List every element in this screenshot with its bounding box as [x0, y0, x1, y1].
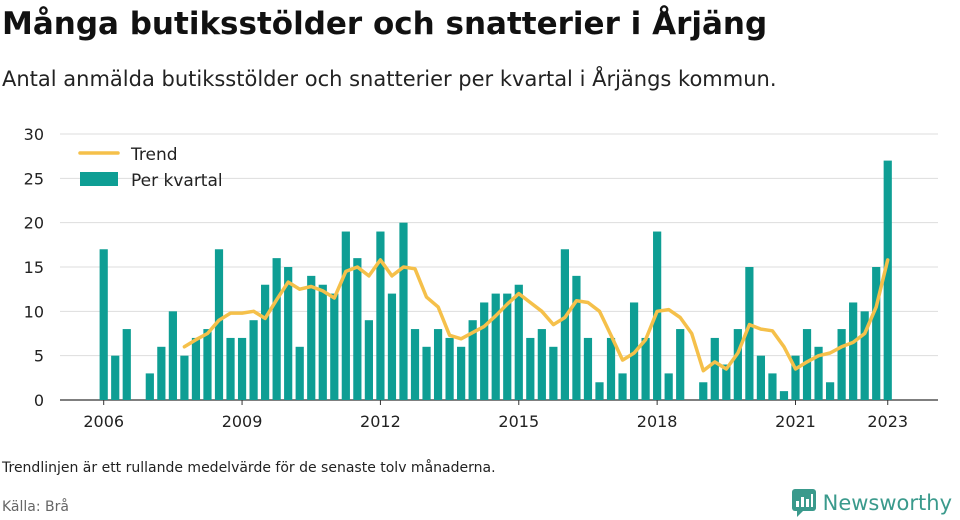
- bar: [560, 249, 569, 400]
- bar: [572, 275, 581, 400]
- bar: [583, 337, 593, 400]
- bar: [791, 355, 800, 400]
- bar: [779, 391, 789, 400]
- bar: [122, 329, 131, 400]
- bar: [722, 364, 731, 400]
- bar: [410, 329, 420, 400]
- bar: [756, 355, 766, 400]
- bar: [457, 346, 466, 400]
- bar: [111, 355, 120, 400]
- chart-legend: Trend Per kvartal: [78, 145, 223, 191]
- bar: [272, 258, 281, 400]
- y-tick-label: 20: [24, 214, 44, 233]
- bar: [214, 249, 224, 400]
- bar: [341, 231, 350, 400]
- page-subtitle: Antal anmälda butiksstölder och snatteri…: [2, 67, 777, 91]
- bar: [676, 329, 685, 400]
- source-credit: Källa: Brå: [2, 499, 69, 515]
- bar: [307, 275, 316, 400]
- bar: [330, 293, 339, 400]
- footnote: Trendlinjen är ett rullande medelvärde f…: [2, 460, 496, 476]
- x-tick-label: 2009: [222, 412, 263, 431]
- bar: [353, 258, 362, 400]
- bar: [802, 329, 812, 400]
- bar: [480, 302, 489, 400]
- bar: [99, 249, 108, 400]
- bar: [849, 302, 858, 400]
- bar: [699, 382, 708, 400]
- bar: [399, 222, 408, 400]
- bar: [261, 284, 270, 400]
- x-tick-label: 2021: [775, 412, 816, 431]
- bar: [837, 329, 846, 400]
- bar: [387, 293, 397, 400]
- bar: [318, 284, 327, 400]
- brand-logo[interactable]: Newsworthy: [791, 488, 952, 518]
- bar: [145, 373, 154, 400]
- bar: [491, 293, 500, 400]
- y-tick-label: 15: [24, 258, 44, 277]
- bar: [168, 311, 177, 400]
- x-tick-label: 2012: [360, 412, 401, 431]
- x-axis: 2006 2009 2012 2015 2018 2021 2023: [83, 400, 908, 431]
- y-tick-label: 5: [34, 347, 44, 366]
- y-tick-label: 0: [34, 391, 44, 410]
- bar: [191, 337, 201, 400]
- bar: [422, 346, 431, 400]
- bar: [157, 346, 166, 400]
- bar: [549, 346, 558, 400]
- bar: [445, 337, 454, 400]
- bar-series: [99, 160, 892, 400]
- x-tick-label: 2018: [637, 412, 678, 431]
- legend-bars-swatch: [80, 172, 118, 186]
- legend-trend-label: Trend: [130, 145, 178, 165]
- bar: [295, 346, 304, 400]
- quarterly-chart: 0 5 10 15 20 25 30 2006 2009 2012 2015 2018 2021 202…: [24, 125, 938, 431]
- bar: [825, 382, 835, 400]
- bar: [364, 320, 373, 400]
- y-tick-label: 10: [24, 302, 44, 321]
- y-tick-label: 25: [24, 169, 44, 188]
- bar: [514, 284, 523, 400]
- bar: [710, 337, 719, 400]
- bar: [860, 311, 869, 400]
- bar: [606, 337, 616, 400]
- bar: [503, 293, 512, 400]
- bar: [203, 329, 212, 400]
- brand-name: Newsworthy: [822, 491, 952, 515]
- bar: [733, 329, 742, 400]
- bar: [433, 329, 443, 400]
- bar: [468, 320, 477, 400]
- bar: [180, 355, 189, 400]
- bar: [814, 346, 823, 400]
- bar: [226, 337, 235, 400]
- bar: [237, 337, 247, 400]
- bar: [883, 160, 892, 400]
- trend-line: [182, 258, 890, 373]
- bar: [872, 267, 881, 400]
- bar: [537, 329, 546, 400]
- x-tick-label: 2006: [83, 412, 124, 431]
- legend-bars-label: Per kvartal: [131, 171, 223, 191]
- y-axis: 0 5 10 15 20 25 30: [24, 125, 44, 410]
- bar: [745, 267, 754, 400]
- x-tick-label: 2023: [867, 412, 908, 431]
- bar: [768, 373, 777, 400]
- bar: [664, 373, 673, 400]
- bar: [641, 337, 650, 400]
- bar: [249, 320, 258, 400]
- y-tick-label: 30: [24, 125, 44, 144]
- bar: [376, 231, 385, 400]
- x-tick-label: 2015: [498, 412, 539, 431]
- bar-chart-speech-bubble-icon: [791, 489, 816, 517]
- bar: [284, 267, 293, 400]
- bar: [526, 337, 535, 400]
- bar: [618, 373, 627, 400]
- page-title: Många butiksstölder och snatterier i Årj…: [2, 6, 768, 42]
- bar: [595, 382, 604, 400]
